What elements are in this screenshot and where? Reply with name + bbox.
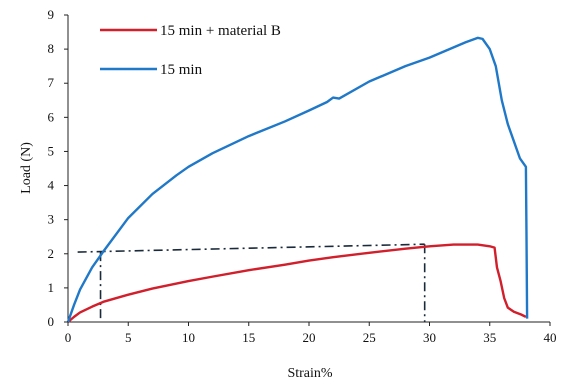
y-tick-label: 8 [48, 41, 55, 56]
legend-label: 15 min + material B [160, 23, 281, 39]
x-tick-label: 5 [125, 330, 132, 345]
x-tick-label: 40 [544, 330, 557, 345]
y-tick-label: 3 [48, 212, 55, 227]
y-tick-label: 2 [48, 246, 55, 261]
y-tick-label: 5 [48, 143, 55, 158]
x-tick-label: 25 [363, 330, 376, 345]
x-tick-label: 30 [423, 330, 436, 345]
x-axis-title: Strain% [287, 366, 332, 381]
ticks: 0 5 10 15 20 25 30 35 40 0 1 2 3 4 5 6 7 8 9 [48, 7, 557, 345]
axes [67, 15, 550, 323]
y-tick-label: 9 [48, 7, 55, 22]
x-tick-label: 15 [242, 330, 255, 345]
y-tick-label: 6 [48, 109, 55, 124]
series-group [66, 36, 529, 323]
legend-label: 15 min [160, 62, 203, 78]
series-line-material-b [67, 243, 527, 323]
reference-line [77, 243, 425, 253]
series-line-15-min [66, 36, 529, 323]
x-tick-label: 20 [303, 330, 316, 345]
y-tick-label: 4 [48, 178, 55, 193]
legend: 15 min + material B 15 min [100, 23, 281, 78]
y-axis-title: Load (N) [19, 142, 34, 194]
y-tick-label: 7 [48, 75, 55, 90]
y-tick-label: 1 [48, 280, 55, 295]
y-tick-label: 0 [48, 314, 55, 329]
reference-lines [77, 243, 426, 322]
x-tick-label: 0 [65, 330, 72, 345]
x-tick-label: 10 [182, 330, 195, 345]
x-tick-label: 35 [483, 330, 496, 345]
